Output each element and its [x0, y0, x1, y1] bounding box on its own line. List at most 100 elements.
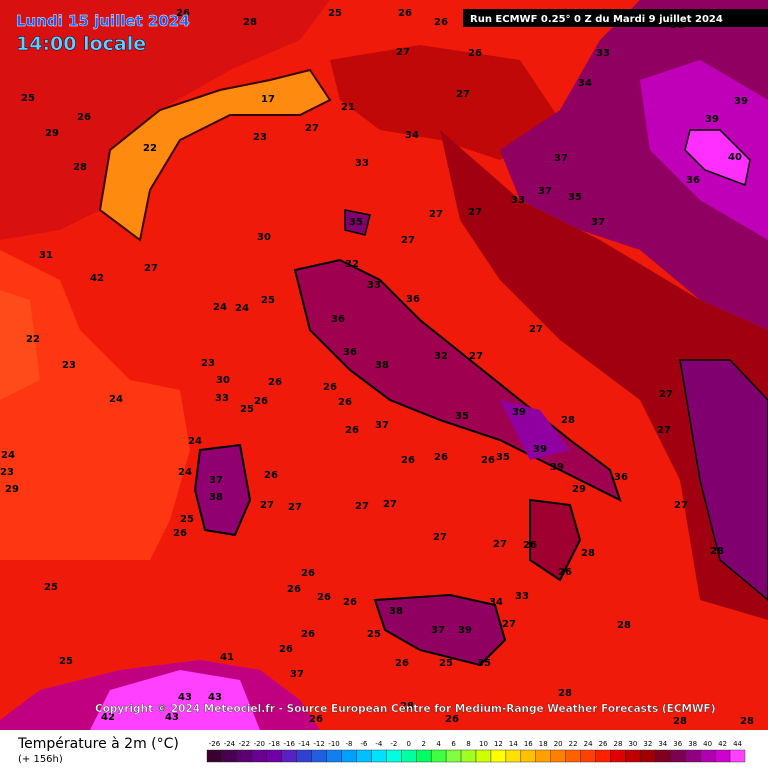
temperature-label: 36: [331, 314, 345, 325]
temperature-label: 36: [614, 472, 628, 483]
temperature-label: 28: [558, 688, 572, 699]
colorbar-tick-label: 24: [584, 740, 593, 748]
temperature-label: 25: [261, 295, 275, 306]
temperature-label: 27: [383, 499, 397, 510]
temperature-label: 27: [493, 539, 507, 550]
temperature-label: 26: [279, 644, 293, 655]
temperature-label: 39: [512, 407, 526, 418]
temperature-label: 39: [458, 625, 472, 636]
temperature-label: 27: [502, 619, 516, 630]
colorbar-cell: [296, 749, 312, 763]
temperature-label: 36: [343, 347, 357, 358]
colorbar-cell: [460, 749, 477, 763]
colorbar-tick-label: 0: [407, 740, 411, 748]
temperature-label: 32: [434, 351, 448, 362]
temperature-label: 29: [572, 484, 586, 495]
temperature-label: 28: [673, 716, 687, 727]
legend-subtitle: (+ 156h): [18, 754, 63, 765]
colorbar-cell: [565, 749, 581, 763]
temperature-label: 33: [511, 195, 525, 206]
temperature-label: 35: [349, 217, 363, 228]
temperature-label: 27: [429, 209, 443, 220]
temperature-label: 27: [456, 89, 470, 100]
temperature-label: 27: [260, 500, 274, 511]
temperature-label: 34: [489, 597, 503, 608]
colorbar-cell: [580, 749, 596, 763]
temperature-label: 25: [328, 8, 342, 19]
temperature-label: 33: [215, 393, 229, 404]
temperature-label: 28: [740, 716, 754, 727]
temperature-label: 35: [455, 411, 469, 422]
temperature-label: 25: [59, 656, 73, 667]
colorbar-tick-label: -20: [254, 740, 265, 748]
temperature-label: 25: [44, 582, 58, 593]
colorbar-cell: [386, 749, 402, 763]
colorbar-cell: [490, 749, 507, 763]
temperature-label: 26: [434, 17, 448, 28]
temperature-label: 27: [305, 123, 319, 134]
temperature-label: 30: [216, 375, 230, 386]
temperature-label: 42: [101, 712, 115, 723]
colorbar-tick-label: -18: [269, 740, 280, 748]
colorbar-tick-label: 12: [494, 740, 503, 748]
temperature-label: 27: [396, 47, 410, 58]
temperature-label: 35: [496, 452, 510, 463]
temperature-label: 24: [178, 467, 192, 478]
colorbar-cell: [655, 749, 671, 763]
temperature-label: 35: [477, 658, 491, 669]
colorbar-cell: [236, 749, 253, 763]
temperature-label: 26: [301, 568, 315, 579]
temperature-label: 39: [533, 444, 547, 455]
colorbar-tick-label: 38: [688, 740, 697, 748]
temperature-label: 27: [355, 501, 369, 512]
colorbar-cell: [401, 749, 417, 763]
copyright: Copyright © 2024 Meteociel.fr - Source E…: [95, 703, 716, 715]
colorbar-tick-label: -14: [298, 740, 310, 748]
legend-title: Température à 2m (°C): [17, 736, 179, 752]
colorbar-tick-label: 2: [421, 740, 425, 748]
temperature-label: 36: [406, 294, 420, 305]
colorbar-tick-label: 34: [658, 740, 667, 748]
temperature-label: 43: [178, 692, 192, 703]
temperature-label: 26: [173, 528, 187, 539]
temperature-label: 37: [209, 475, 223, 486]
temperature-label: 26: [301, 629, 315, 640]
temperature-label: 30: [257, 232, 271, 243]
colorbar-tick-label: -24: [224, 740, 236, 748]
temperature-label: 38: [389, 606, 403, 617]
temperature-label: 28: [73, 162, 87, 173]
colorbar-cell: [729, 749, 746, 763]
temperature-label: 28: [581, 548, 595, 559]
temperature-label: 36: [686, 175, 700, 186]
temperature-label: 27: [401, 235, 415, 246]
temperature-label: 26: [264, 470, 278, 481]
temperature-label: 37: [431, 625, 445, 636]
colorbar-tick-label: 6: [451, 740, 456, 748]
colorbar-cell: [311, 749, 327, 763]
colorbar-tick-label: 44: [733, 740, 742, 748]
temperature-label: 25: [367, 629, 381, 640]
colorbar-cell: [699, 749, 716, 763]
colorbar-cell: [371, 749, 387, 763]
temperature-label: 27: [433, 532, 447, 543]
colorbar-tick-label: -4: [375, 740, 383, 748]
temperature-label: 38: [209, 492, 223, 503]
colorbar-tick-label: -10: [328, 740, 339, 748]
temperature-label: 39: [734, 96, 748, 107]
colorbar-cell: [520, 749, 536, 763]
temperature-label: 27: [144, 263, 158, 274]
temperature-label: 37: [591, 217, 605, 228]
temperature-label: 23: [62, 360, 76, 371]
temperature-label: 26: [338, 397, 352, 408]
temperature-label: 37: [375, 420, 389, 431]
temperature-label: 34: [405, 130, 419, 141]
temperature-label: 27: [469, 351, 483, 362]
temperature-label: 40: [728, 152, 742, 163]
temperature-label: 39: [550, 462, 564, 473]
temperature-label: 37: [538, 186, 552, 197]
colorbar-cell: [416, 749, 432, 763]
colorbar-tick-label: 20: [554, 740, 563, 748]
temperature-label: 25: [180, 514, 194, 525]
temperature-label: 23: [0, 467, 14, 478]
